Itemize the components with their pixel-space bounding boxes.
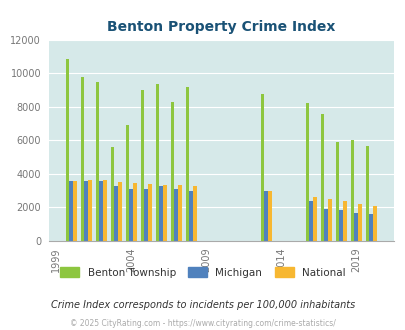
Bar: [327, 199, 331, 241]
Bar: [66, 59, 69, 241]
Bar: [129, 189, 133, 241]
Text: © 2025 CityRating.com - https://www.cityrating.com/crime-statistics/: © 2025 CityRating.com - https://www.city…: [70, 319, 335, 328]
Bar: [69, 181, 73, 241]
Bar: [174, 189, 178, 241]
Legend: Benton Township, Michigan, National: Benton Township, Michigan, National: [56, 263, 349, 282]
Bar: [260, 94, 264, 241]
Bar: [324, 209, 327, 241]
Bar: [103, 180, 107, 241]
Bar: [110, 147, 114, 241]
Bar: [88, 180, 92, 241]
Bar: [95, 82, 99, 241]
Bar: [354, 214, 357, 241]
Bar: [335, 142, 339, 241]
Bar: [159, 186, 163, 241]
Bar: [267, 191, 271, 241]
Bar: [350, 140, 354, 241]
Bar: [140, 90, 144, 241]
Bar: [357, 204, 361, 241]
Bar: [369, 214, 372, 241]
Bar: [73, 181, 77, 241]
Bar: [125, 125, 129, 241]
Bar: [163, 185, 166, 241]
Bar: [372, 206, 376, 241]
Bar: [178, 185, 181, 241]
Bar: [99, 182, 103, 241]
Bar: [189, 191, 193, 241]
Bar: [81, 77, 84, 241]
Bar: [84, 181, 88, 241]
Bar: [305, 103, 309, 241]
Bar: [170, 102, 174, 241]
Bar: [155, 83, 159, 241]
Bar: [133, 183, 136, 241]
Bar: [193, 186, 196, 241]
Bar: [320, 114, 324, 241]
Bar: [185, 87, 189, 241]
Text: Crime Index corresponds to incidents per 100,000 inhabitants: Crime Index corresponds to incidents per…: [51, 300, 354, 310]
Bar: [144, 189, 148, 241]
Bar: [148, 184, 151, 241]
Bar: [118, 182, 122, 241]
Title: Benton Property Crime Index: Benton Property Crime Index: [107, 20, 335, 34]
Bar: [342, 201, 346, 241]
Bar: [264, 191, 267, 241]
Bar: [114, 186, 118, 241]
Bar: [339, 210, 342, 241]
Bar: [365, 146, 369, 241]
Bar: [312, 197, 316, 241]
Bar: [309, 202, 312, 241]
